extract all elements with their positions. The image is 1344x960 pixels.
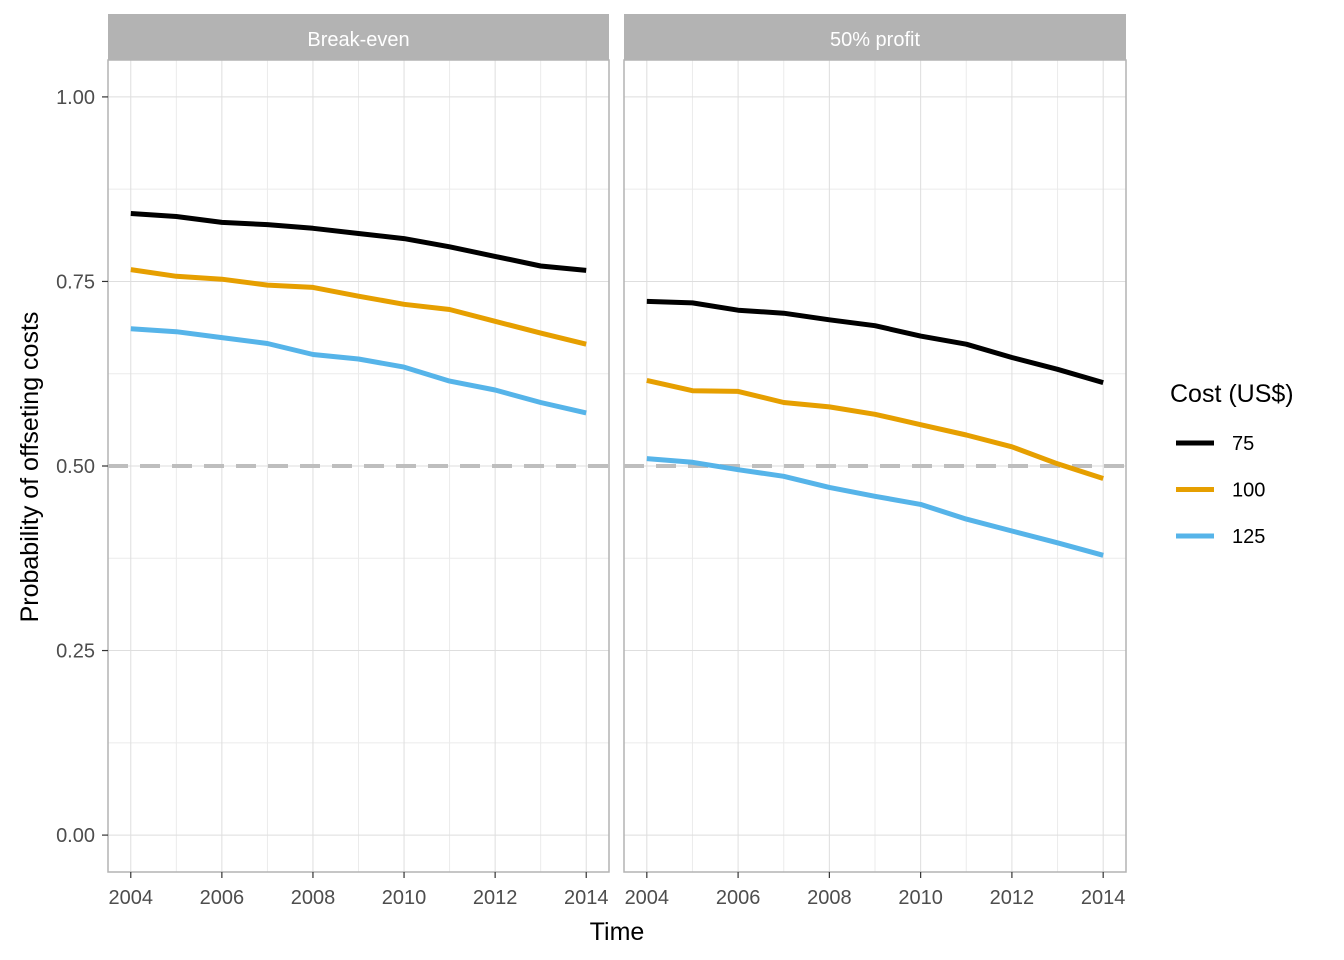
x-tick-label: 2012 <box>473 887 518 909</box>
facet-strip <box>108 14 609 60</box>
legend-entries: 75 100 125 <box>1176 433 1265 548</box>
facet-strip <box>624 14 1126 60</box>
x-tick-label: 2004 <box>109 887 154 909</box>
y-tick-label: 0.25 <box>56 641 95 663</box>
x-tick-label: 2004 <box>625 887 670 909</box>
facet-strip-label: Break-even <box>307 29 409 51</box>
x-tick-label: 2014 <box>564 887 609 909</box>
y-tick-label: 1.00 <box>56 87 95 109</box>
y-axis: 0.00 0.25 0.50 0.75 1.00 <box>56 87 108 847</box>
panel-1: 50% profit 2004 2006 2008 2010 2012 2014 <box>623 14 1127 909</box>
x-tick-label: 2006 <box>200 887 245 909</box>
series-line-75 <box>130 211 587 273</box>
x-tick-label: 2010 <box>898 887 943 909</box>
legend-label-75: 75 <box>1232 433 1254 455</box>
series-line-125 <box>130 326 587 416</box>
y-tick-label: 0.00 <box>56 825 95 847</box>
panel-0: Break-even 2004 2006 2008 2010 2012 2014 <box>107 14 610 909</box>
x-tick-label: 2010 <box>382 887 427 909</box>
x-axis-title: Time <box>590 918 645 946</box>
x-tick-label: 2008 <box>291 887 336 909</box>
facet-strip-label: 50% profit <box>830 29 920 51</box>
y-tick-label: 0.50 <box>56 456 95 478</box>
series-line-75 <box>646 298 1104 386</box>
legend-label-100: 100 <box>1232 480 1265 502</box>
legend: Cost (US$) 75 100 125 <box>1170 380 1294 548</box>
series-line-125 <box>646 456 1104 558</box>
series-line-100 <box>646 377 1104 481</box>
x-tick-label: 2012 <box>990 887 1035 909</box>
legend-title: Cost (US$) <box>1170 380 1294 408</box>
legend-label-125: 125 <box>1232 526 1265 548</box>
series-line-100 <box>130 267 587 347</box>
x-tick-label: 2014 <box>1081 887 1126 909</box>
x-tick-label: 2008 <box>807 887 852 909</box>
x-tick-label: 2006 <box>716 887 761 909</box>
y-axis-title: Probability of offseting costs <box>16 312 44 623</box>
y-tick-label: 0.75 <box>56 271 95 293</box>
